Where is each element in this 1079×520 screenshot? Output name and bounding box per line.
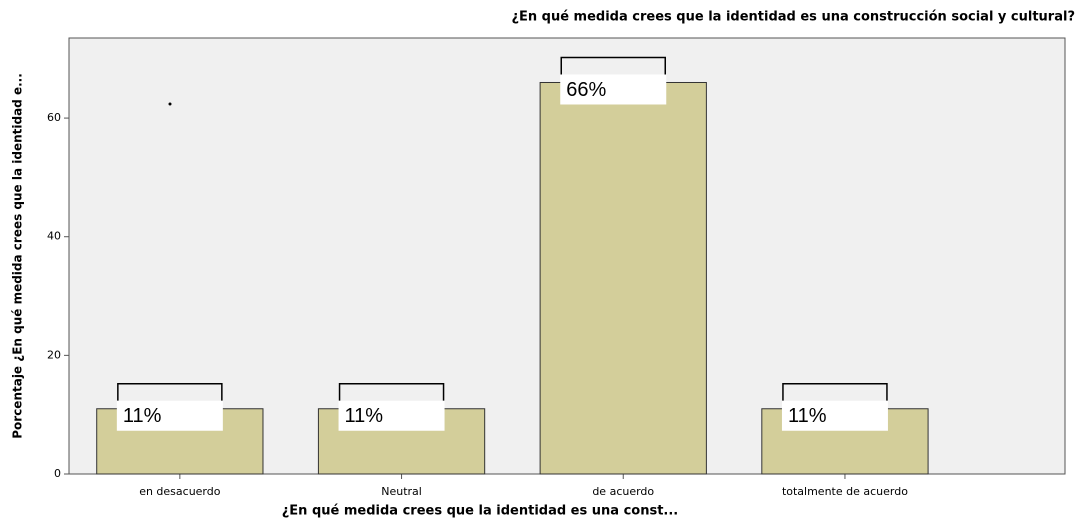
value-label: 11% xyxy=(345,405,384,427)
x-tick-label: en desacuerdo xyxy=(139,485,221,498)
bar xyxy=(539,81,707,475)
bar xyxy=(96,408,264,475)
value-label: 11% xyxy=(788,405,827,427)
label-bracket xyxy=(560,56,666,75)
chart-title: ¿En qué medida crees que la identidad es… xyxy=(511,10,1075,25)
label-box xyxy=(781,400,888,431)
y-tick-label: 60 xyxy=(47,111,61,124)
label-box xyxy=(560,74,667,105)
x-tick-label: totalmente de acuerdo xyxy=(782,485,908,498)
y-tick-label: 20 xyxy=(47,348,61,361)
label-box xyxy=(116,400,223,431)
x-axis-title: ¿En qué medida crees que la identidad es… xyxy=(282,504,678,519)
label-box xyxy=(338,400,445,431)
dot xyxy=(168,102,172,106)
label-bracket xyxy=(782,382,888,401)
y-tick-label: 40 xyxy=(47,230,61,243)
x-tick-label: Neutral xyxy=(381,485,422,498)
value-label: 11% xyxy=(123,405,162,427)
y-tick-label: 0 xyxy=(54,467,61,480)
label-bracket xyxy=(338,382,445,401)
value-label: 66% xyxy=(566,79,606,101)
x-tick-label: de acuerdo xyxy=(592,485,654,498)
label-bracket xyxy=(117,382,223,401)
y-axis-title: Porcentaje ¿En qué medida crees que la i… xyxy=(11,73,25,439)
